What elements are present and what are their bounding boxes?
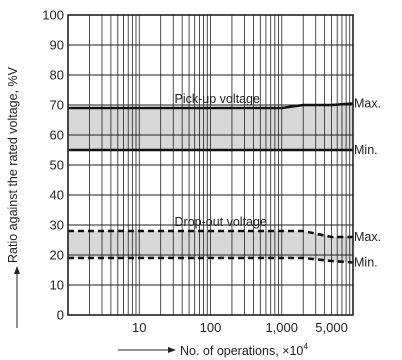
- y-tick-label: 80: [50, 68, 64, 83]
- x-tick-label: 5,000: [315, 320, 348, 335]
- y-tick-label: 0: [57, 308, 64, 323]
- x-tick-label: 1,000: [265, 320, 298, 335]
- y-tick-label: 40: [50, 188, 64, 203]
- y-axis-arrow-head: [14, 266, 20, 274]
- x-axis-label-exponent: 4: [303, 341, 308, 351]
- band-0-max-line: [68, 102, 354, 110]
- x-tick-label: 100: [200, 320, 222, 335]
- band-max-label: Max.: [354, 230, 381, 244]
- y-axis-label: Ratio against the rated voltage, %V: [6, 66, 20, 263]
- x-axis-title: No. of operations, ×104: [118, 341, 308, 358]
- band-name-label: Drop-out voltage: [175, 215, 267, 229]
- band-max-label: Max.: [354, 97, 381, 111]
- y-tick-label: 10: [50, 278, 64, 293]
- y-tick-label: 60: [50, 128, 64, 143]
- x-tick-label: 10: [132, 320, 146, 335]
- x-axis-arrow-head: [168, 347, 176, 353]
- y-tick-label: 70: [50, 98, 64, 113]
- plot-frame: [67, 14, 354, 316]
- x-axis-label: No. of operations, ×104: [180, 341, 308, 358]
- band-1-max-line: [68, 229, 353, 239]
- series-labels: Pick-up voltage Max. Min. Drop-out voltage M…: [175, 92, 382, 270]
- band-min-label: Min.: [354, 143, 378, 157]
- band-lines: [68, 102, 354, 264]
- y-axis-title: Ratio against the rated voltage, %V: [6, 66, 20, 328]
- y-tick-label: 90: [50, 38, 64, 53]
- y-tick-label: 20: [50, 248, 64, 263]
- band-name-label: Pick-up voltage: [175, 92, 261, 106]
- x-tick-labels: 10 100 1,000 5,000: [132, 320, 348, 335]
- y-tick-label: 30: [50, 218, 64, 233]
- grid: [68, 14, 353, 316]
- y-tick-label: 100: [42, 8, 64, 23]
- band-min-label: Min.: [354, 256, 378, 270]
- band-1-min-line: [68, 256, 354, 264]
- y-tick-label: 50: [50, 158, 64, 173]
- y-tick-labels: 0 10 20 30 40 50 60 70 80 90 100: [42, 8, 64, 323]
- x-axis-label-text: No. of operations, ×10: [180, 344, 303, 358]
